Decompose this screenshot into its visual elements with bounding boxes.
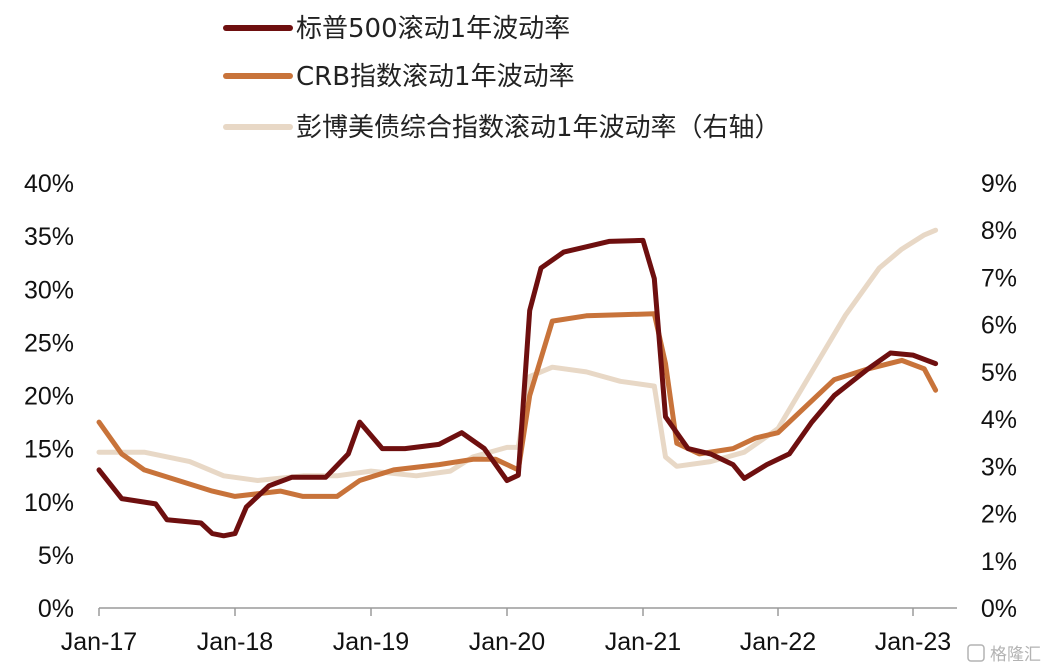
right-y-tick-label: 7% [981, 264, 1017, 292]
left-y-tick-label: 30% [24, 276, 74, 304]
x-tick-label: Jan-21 [605, 628, 681, 656]
series-line-2 [96, 311, 939, 499]
right-y-axis: 0% 1% 2% 3% 4% 5% 6% 7% 8% 9% [981, 170, 1017, 623]
watermark-logo-icon [967, 644, 985, 662]
watermark-text: 格隆汇 [990, 645, 1041, 665]
x-tick-label: Jan-17 [61, 628, 137, 656]
x-tick-label: Jan-22 [740, 628, 816, 656]
legend-label: 标普500滚动1年波动率 [296, 14, 570, 44]
right-y-tick-label: 9% [981, 170, 1017, 198]
right-y-tick-label: 3% [981, 453, 1017, 481]
x-tick-label: Jan-23 [875, 628, 951, 656]
left-y-tick-label: 10% [24, 489, 74, 517]
legend-label: CRB指数滚动1年波动率 [296, 62, 575, 92]
right-y-tick-label: 6% [981, 312, 1017, 340]
series-line-1 [96, 237, 939, 539]
right-y-tick-label: 2% [981, 501, 1017, 529]
x-axis: Jan-17 Jan-18 Jan-19 Jan-20 Jan-21 Jan-22 Jan-… [61, 607, 957, 656]
series-layer [96, 227, 939, 539]
left-y-tick-label: 40% [24, 170, 74, 198]
left-y-tick-label: 0% [38, 595, 74, 623]
right-y-tick-label: 4% [981, 406, 1017, 434]
x-tick-label: Jan-18 [197, 628, 273, 656]
left-y-tick-label: 25% [24, 329, 74, 357]
right-y-tick-label: 8% [981, 217, 1017, 245]
left-y-axis: 0% 5% 10% 15% 20% 25% 30% 35% 40% [24, 170, 74, 623]
left-y-tick-label: 20% [24, 383, 74, 411]
watermark: 格隆汇 [967, 644, 1041, 665]
legend: 标普500滚动1年波动率 CRB指数滚动1年波动率彭博美债综合指数滚动1年波动率（… [223, 14, 781, 143]
right-y-tick-label: 0% [981, 595, 1017, 623]
legend-label: 彭博美债综合指数滚动1年波动率（右轴） [296, 113, 781, 143]
left-y-tick-label: 35% [24, 223, 74, 251]
left-y-tick-label: 5% [38, 542, 74, 570]
series-line-3 [96, 227, 939, 483]
x-tick-label: Jan-19 [333, 628, 409, 656]
right-y-tick-label: 5% [981, 359, 1017, 387]
right-y-tick-label: 1% [981, 548, 1017, 576]
left-y-tick-label: 15% [24, 436, 74, 464]
x-tick-label: Jan-20 [469, 628, 545, 656]
